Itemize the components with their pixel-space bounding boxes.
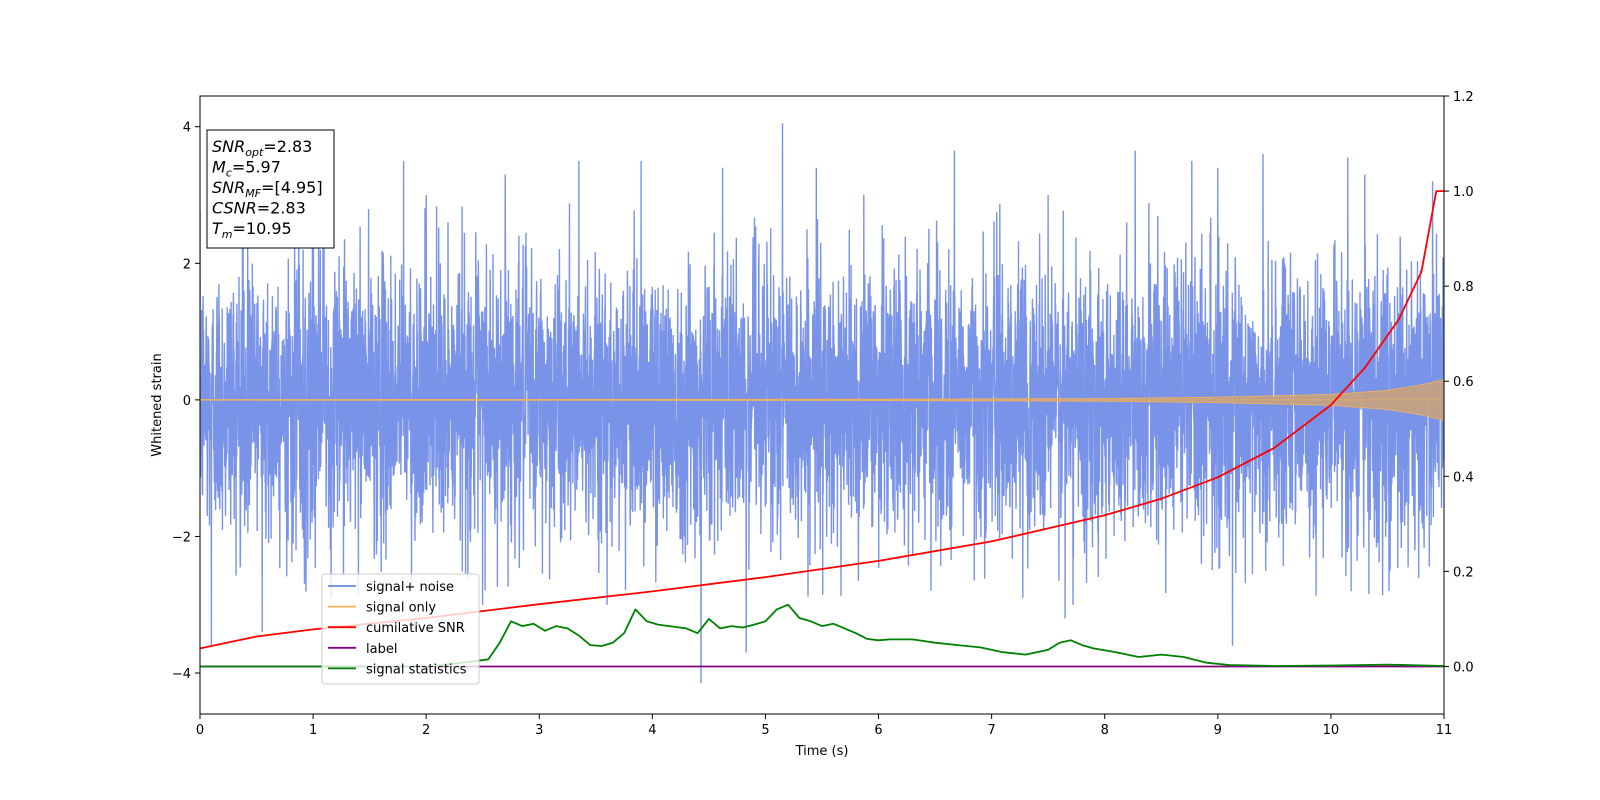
x-tick-label: 9 bbox=[1214, 723, 1222, 738]
x-tick-label: 3 bbox=[535, 723, 543, 738]
legend-frame bbox=[321, 573, 480, 685]
left-y-tick-label: −4 bbox=[172, 667, 191, 682]
signal-noise-series bbox=[200, 123, 1444, 684]
x-tick-label: 0 bbox=[196, 723, 204, 738]
legend: signal+ noise signal only cumilative SNR la… bbox=[321, 573, 480, 685]
signal-statistics-line bbox=[200, 603, 1444, 668]
x-axis-ticks: 0 1 2 3 4 5 6 7 8 9 10 11 bbox=[196, 714, 1452, 738]
info-box-line: Mc=5.97 bbox=[212, 158, 281, 180]
legend-label: signal statistics bbox=[366, 662, 467, 677]
x-tick-label: 4 bbox=[648, 723, 656, 738]
right-y-tick-label: 0.2 bbox=[1453, 565, 1474, 580]
right-y-tick-label: 0.8 bbox=[1453, 280, 1474, 295]
x-tick-label: 8 bbox=[1101, 723, 1109, 738]
legend-label: signal+ noise bbox=[366, 580, 454, 595]
info-box-line: SNRopt=2.83 bbox=[212, 137, 312, 159]
x-tick-label: 10 bbox=[1323, 723, 1340, 738]
x-tick-label: 1 bbox=[309, 723, 317, 738]
left-y-tick-label: 2 bbox=[183, 257, 191, 272]
signal-noise-line bbox=[200, 123, 1444, 684]
x-tick-label: 6 bbox=[874, 723, 882, 738]
x-tick-label: 5 bbox=[761, 723, 769, 738]
right-y-axis-ticks: 0.0 0.2 0.4 0.6 0.8 1.0 1.2 bbox=[1444, 90, 1474, 675]
left-y-tick-label: 0 bbox=[183, 394, 191, 409]
legend-label: cumilative SNR bbox=[366, 621, 465, 636]
signal-only-series bbox=[200, 378, 1444, 421]
left-y-tick-label: 4 bbox=[183, 121, 191, 136]
info-box-line: CSNR=2.83 bbox=[212, 199, 306, 218]
y-axis-label: Whitened strain bbox=[150, 353, 165, 456]
info-box: SNRopt=2.83Mc=5.97SNRMF=[4.95]CSNR=2.83T… bbox=[206, 129, 335, 249]
right-y-tick-label: 1.0 bbox=[1453, 185, 1474, 200]
legend-label: label bbox=[366, 642, 397, 657]
x-axis-label: Time (s) bbox=[795, 744, 849, 759]
right-y-tick-label: 0.0 bbox=[1453, 660, 1474, 675]
legend-label: signal only bbox=[366, 601, 436, 616]
plot-frame bbox=[199, 95, 1445, 715]
right-y-tick-label: 0.6 bbox=[1453, 375, 1474, 390]
x-tick-label: 2 bbox=[422, 723, 430, 738]
x-tick-label: 7 bbox=[987, 723, 995, 738]
right-y-tick-label: 0.4 bbox=[1453, 470, 1474, 485]
left-y-tick-label: −2 bbox=[172, 530, 191, 545]
info-box-line: SNRMF=[4.95] bbox=[212, 178, 323, 200]
right-y-tick-label: 1.2 bbox=[1453, 90, 1474, 105]
left-y-axis-ticks: −4 −2 0 2 4 bbox=[172, 121, 200, 682]
x-tick-label: 11 bbox=[1436, 723, 1453, 738]
info-box-frame bbox=[206, 129, 335, 249]
info-box-line: Tm=10.95 bbox=[212, 219, 292, 241]
